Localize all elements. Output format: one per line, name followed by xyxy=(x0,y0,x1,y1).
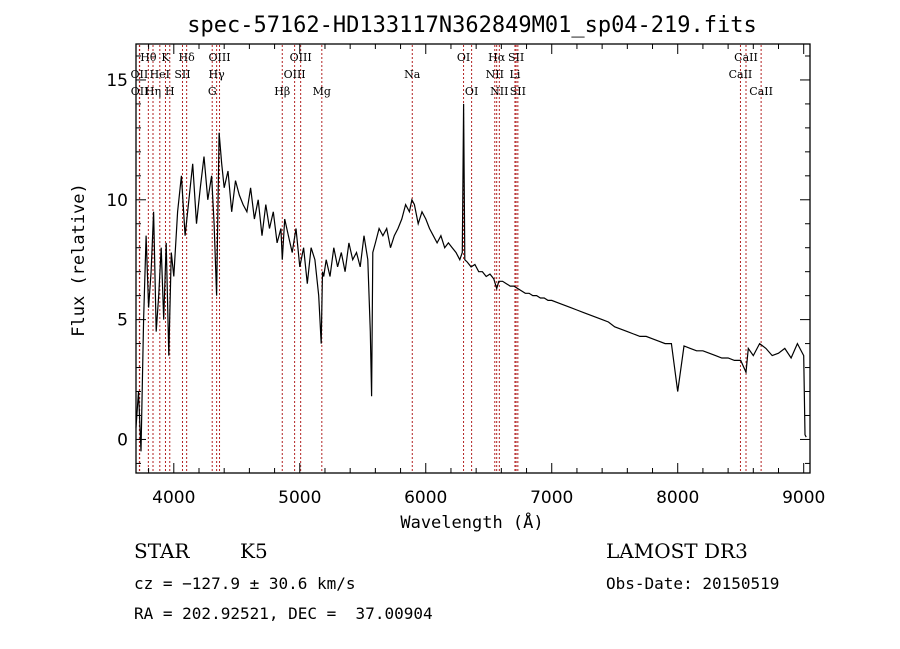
line-label: CaII xyxy=(734,51,758,64)
line-label: HeI xyxy=(150,68,170,81)
line-label: Hη xyxy=(145,85,161,98)
plot-frame xyxy=(135,43,811,474)
redshift-velocity: cz = −127.9 ± 30.6 km/s xyxy=(134,574,356,593)
line-label: Hβ xyxy=(274,85,290,98)
line-label: OI xyxy=(457,51,470,64)
x-axis-ticks: 4000 5000 6000 7000 8000 9000 xyxy=(148,44,825,508)
line-label: CaII xyxy=(749,85,773,98)
coordinates: RA = 202.92521, DEC = 37.00904 xyxy=(134,604,433,623)
line-label: Hδ xyxy=(179,51,196,64)
line-label: SII xyxy=(508,51,524,64)
line-label: OI xyxy=(465,85,478,98)
object-subclass: K5 xyxy=(240,539,268,563)
y-tick-label: 15 xyxy=(106,71,128,91)
y-tick-label: 5 xyxy=(117,311,128,331)
line-label: OIII xyxy=(284,68,306,81)
object-class: STAR xyxy=(134,539,190,563)
line-label: SII xyxy=(510,85,526,98)
line-label: NII xyxy=(490,85,508,98)
line-label: G xyxy=(208,85,217,98)
y-axis-label: Flux (relative) xyxy=(69,183,89,337)
line-markers xyxy=(138,45,762,472)
line-label: Hθ xyxy=(140,51,157,64)
y-tick-label: 0 xyxy=(117,430,128,450)
x-tick-label: 6000 xyxy=(404,488,447,508)
line-label: Li xyxy=(510,68,521,81)
line-label: Mg xyxy=(313,85,331,98)
line-label: OIII xyxy=(208,51,230,64)
observation-date: Obs-Date: 20150519 xyxy=(606,574,780,593)
x-tick-label: 7000 xyxy=(530,488,573,508)
line-label: NII xyxy=(486,68,504,81)
x-tick-label: 8000 xyxy=(656,488,699,508)
line-label: Hγ xyxy=(209,68,226,81)
chart-title: spec-57162-HD133117N362849M01_sp04-219.f… xyxy=(187,13,757,38)
line-label: CaII xyxy=(729,68,753,81)
y-axis-ticks: 0 5 10 15 xyxy=(106,55,810,464)
x-tick-label: 9000 xyxy=(782,488,825,508)
x-tick-label: 4000 xyxy=(152,488,195,508)
line-label: OII xyxy=(131,68,149,81)
line-label: OII xyxy=(131,85,149,98)
y-tick-label: 10 xyxy=(106,191,128,211)
line-label: SII xyxy=(174,68,190,81)
line-label: Na xyxy=(404,68,421,81)
spectrum-line xyxy=(135,103,807,452)
x-tick-label: 5000 xyxy=(278,488,321,508)
line-label: Hα xyxy=(488,51,506,64)
x-axis-label: Wavelength (Å) xyxy=(400,511,543,533)
line-label: H xyxy=(165,85,175,98)
line-label: K xyxy=(161,51,170,64)
line-label: OIII xyxy=(290,51,312,64)
survey-name: LAMOST DR3 xyxy=(606,539,748,563)
